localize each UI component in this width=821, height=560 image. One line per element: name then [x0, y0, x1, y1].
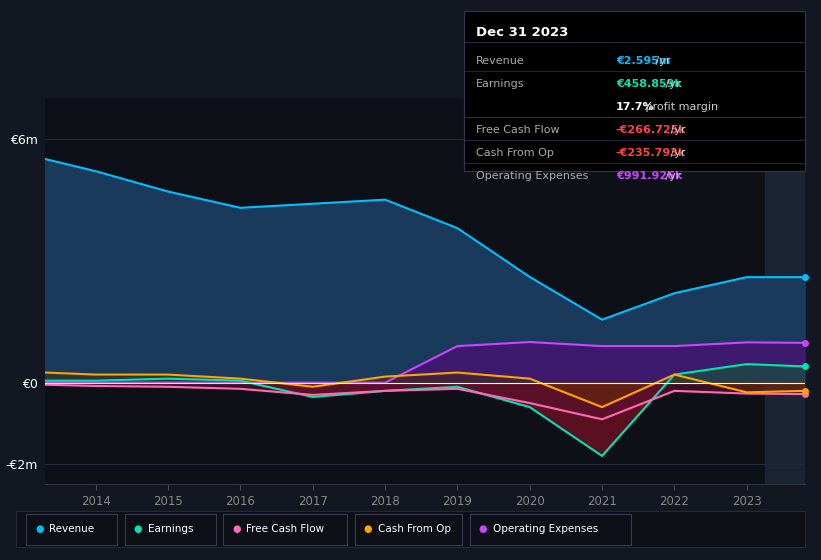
- Text: Cash From Op: Cash From Op: [378, 524, 451, 534]
- Text: ●: ●: [134, 524, 142, 534]
- Text: €2.595m: €2.595m: [616, 56, 670, 66]
- Text: ●: ●: [232, 524, 241, 534]
- Text: ●: ●: [35, 524, 44, 534]
- Text: /yr: /yr: [652, 56, 671, 66]
- Text: Earnings: Earnings: [476, 79, 525, 88]
- Text: €458.859k: €458.859k: [616, 79, 681, 88]
- Text: Cash From Op: Cash From Op: [476, 148, 554, 157]
- Text: Operating Expenses: Operating Expenses: [476, 171, 589, 180]
- Text: Earnings: Earnings: [148, 524, 193, 534]
- Text: /yr: /yr: [662, 79, 681, 88]
- Bar: [765, 98, 805, 484]
- Text: profit margin: profit margin: [642, 102, 718, 111]
- Text: /yr: /yr: [662, 171, 681, 180]
- Text: €991.926k: €991.926k: [616, 171, 682, 180]
- Text: Revenue: Revenue: [49, 524, 94, 534]
- Text: 17.7%: 17.7%: [616, 102, 654, 111]
- Text: Free Cash Flow: Free Cash Flow: [246, 524, 324, 534]
- Text: /yr: /yr: [667, 125, 686, 134]
- Text: Revenue: Revenue: [476, 56, 525, 66]
- Text: ●: ●: [479, 524, 487, 534]
- Text: Dec 31 2023: Dec 31 2023: [476, 26, 569, 39]
- Text: Free Cash Flow: Free Cash Flow: [476, 125, 560, 134]
- Text: /yr: /yr: [667, 148, 686, 157]
- Text: -€266.725k: -€266.725k: [616, 125, 686, 134]
- Text: ●: ●: [364, 524, 372, 534]
- Text: -€235.793k: -€235.793k: [616, 148, 686, 157]
- Text: Operating Expenses: Operating Expenses: [493, 524, 598, 534]
